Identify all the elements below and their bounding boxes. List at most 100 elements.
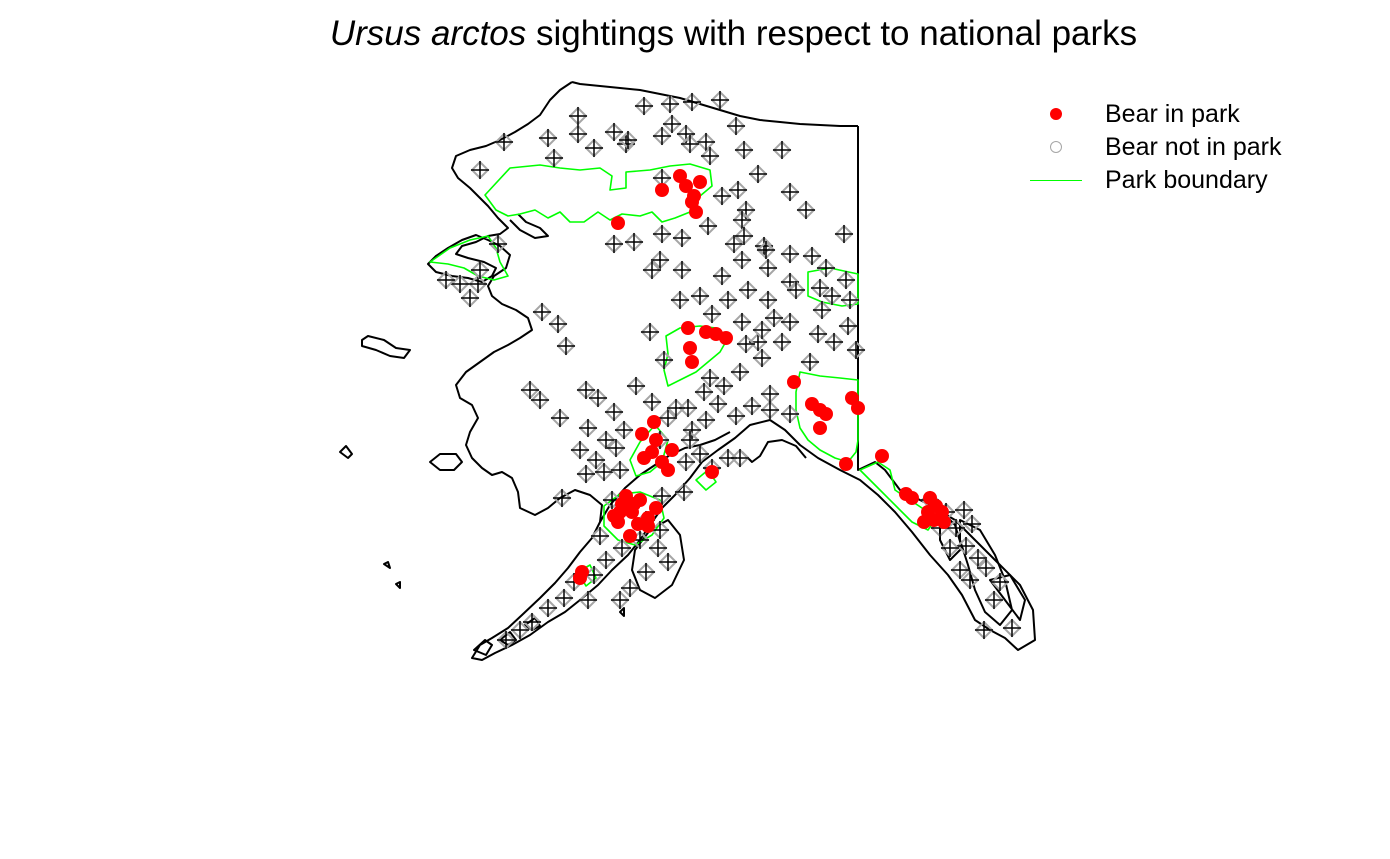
bear-not-in-park-marker — [578, 418, 598, 438]
bear-not-in-park-marker — [732, 312, 752, 332]
bear-in-park-marker — [661, 463, 675, 477]
bear-not-in-park-marker — [732, 250, 752, 270]
st-lawrence-island — [361, 335, 411, 359]
bear-not-in-park-marker — [556, 336, 576, 356]
bear-not-in-park-marker — [796, 200, 816, 220]
bear-not-in-park-marker — [758, 258, 778, 278]
bear-in-park-marker — [905, 491, 919, 505]
bear-not-in-park-marker — [658, 552, 678, 572]
bear-not-in-park-marker — [662, 114, 682, 134]
bear-not-in-park-marker — [710, 90, 730, 110]
bear-not-in-park-marker — [700, 146, 720, 166]
bear-not-in-park-marker — [672, 228, 692, 248]
bear-not-in-park-marker — [726, 116, 746, 136]
bear-not-in-park-marker — [550, 408, 570, 428]
bear-not-in-park-marker — [728, 180, 748, 200]
bear-not-in-park-marker — [610, 590, 630, 610]
legend-label-bear-in-park: Bear in park — [1105, 100, 1240, 128]
bear-not-in-park-marker — [650, 250, 670, 270]
bear-not-in-park-marker — [624, 232, 644, 252]
bear-in-park-marker — [681, 321, 695, 335]
bear-not-in-park-marker — [568, 124, 588, 144]
bear-not-in-park-marker — [760, 384, 780, 404]
bear-not-in-park-marker — [604, 234, 624, 254]
bear-not-in-park-marker — [846, 340, 866, 360]
bear-not-in-park-marker — [594, 462, 614, 482]
bear-not-in-park-marker — [800, 352, 820, 372]
bear-not-in-park-marker — [698, 216, 718, 236]
bear-not-in-park-marker — [694, 382, 714, 402]
bear-in-park-marker — [649, 501, 663, 515]
bear-not-in-park-marker — [626, 376, 646, 396]
bear-not-in-park-marker — [604, 402, 624, 422]
bear-not-in-park-marker — [596, 550, 616, 570]
bear-not-in-park-marker — [974, 620, 994, 640]
bear-not-in-park-marker — [606, 438, 626, 458]
bear-in-park-marker — [613, 505, 627, 519]
bear-not-in-park-marker — [612, 538, 632, 558]
bear-not-in-park-marker — [578, 590, 598, 610]
bear-not-in-park-marker — [700, 368, 720, 388]
bear-not-in-park-marker — [734, 140, 754, 160]
bear-not-in-park-marker — [756, 240, 776, 260]
bear-not-in-park-marker — [436, 270, 456, 290]
legend-item-bear-in-park: Bear in park — [1030, 98, 1330, 131]
bear-not-in-park-marker — [470, 160, 490, 180]
bear-not-in-park-marker — [780, 244, 800, 264]
bear-not-in-park-marker — [838, 316, 858, 336]
bear-not-in-park-marker — [1002, 618, 1022, 638]
bear-not-in-park-marker — [618, 130, 638, 150]
bear-in-park-marker — [787, 375, 801, 389]
bear-not-in-park-marker — [568, 106, 588, 126]
legend-label-park-boundary: Park boundary — [1105, 166, 1268, 194]
bear-not-in-park-marker — [586, 450, 606, 470]
legend-item-bear-not-in-park: Bear not in park — [1030, 131, 1330, 164]
bear-in-park-marker — [693, 175, 707, 189]
bear-not-in-park-marker — [736, 334, 756, 354]
bear-not-in-park-marker — [752, 320, 772, 340]
green-line-icon — [1030, 180, 1082, 181]
bear-not-in-park-marker — [780, 404, 800, 424]
bear-not-in-park-marker — [764, 308, 784, 328]
bear-not-in-park-marker — [660, 94, 680, 114]
bear-in-park-marker — [611, 216, 625, 230]
map-title-rest: sightings with respect to national parks — [536, 14, 1138, 53]
bear-not-in-park-marker — [658, 408, 678, 428]
bear-not-in-park-marker — [614, 420, 634, 440]
bear-not-in-park-marker — [590, 526, 610, 546]
bear-in-park-marker — [813, 421, 827, 435]
map-legend: Bear in park Bear not in park Park bound… — [1030, 98, 1330, 197]
bear-not-in-park-marker — [680, 134, 700, 154]
bear-not-in-park-marker — [822, 286, 842, 306]
bear-not-in-park-marker — [468, 274, 488, 294]
bear-not-in-park-marker — [816, 258, 836, 278]
islet-2 — [383, 561, 391, 569]
bear-not-in-park-marker — [940, 538, 960, 558]
bear-in-park-marker — [575, 565, 589, 579]
bear-not-in-park-marker — [642, 260, 662, 280]
bear-in-park-marker — [705, 465, 719, 479]
bear-in-park-marker — [649, 433, 663, 447]
bear-in-park-marker — [683, 341, 697, 355]
bear-not-in-park-marker — [808, 324, 828, 344]
alaska-mainland-outline — [427, 81, 1036, 661]
bear-not-in-park-marker — [494, 132, 514, 152]
bear-not-in-park-marker — [712, 186, 732, 206]
bear-not-in-park-marker — [718, 448, 738, 468]
bear-not-in-park-marker — [680, 430, 700, 450]
bear-not-in-park-marker — [956, 536, 976, 556]
map-title: Ursus arctos sightings with respect to n… — [0, 14, 1390, 54]
bear-in-park-marker — [685, 195, 699, 209]
bear-not-in-park-marker — [732, 210, 752, 230]
bear-not-in-park-marker — [954, 500, 974, 520]
bear-not-in-park-marker — [554, 588, 574, 608]
bear-in-park-marker — [851, 401, 865, 415]
bear-not-in-park-marker — [450, 274, 470, 294]
bear-not-in-park-marker — [538, 598, 558, 618]
bear-not-in-park-marker — [530, 390, 550, 410]
bear-not-in-park-marker — [962, 514, 982, 534]
bear-not-in-park-marker — [840, 290, 860, 310]
islet-1 — [339, 445, 353, 459]
bear-not-in-park-marker — [520, 380, 540, 400]
bear-not-in-park-marker — [734, 226, 754, 246]
